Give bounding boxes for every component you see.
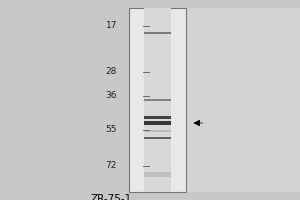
Bar xyxy=(129,8,186,192)
Bar xyxy=(144,121,171,125)
Text: 28: 28 xyxy=(106,68,117,76)
Bar xyxy=(144,8,171,192)
Text: 55: 55 xyxy=(106,126,117,134)
Text: 17: 17 xyxy=(106,21,117,30)
Bar xyxy=(144,116,171,118)
Bar xyxy=(144,99,171,101)
Bar xyxy=(144,137,171,139)
Text: 36: 36 xyxy=(106,92,117,100)
Bar xyxy=(144,130,171,132)
Bar xyxy=(186,8,300,192)
Text: ZR-75-1: ZR-75-1 xyxy=(90,194,132,200)
Bar xyxy=(144,32,171,34)
Bar xyxy=(144,171,171,176)
Text: 72: 72 xyxy=(106,162,117,170)
